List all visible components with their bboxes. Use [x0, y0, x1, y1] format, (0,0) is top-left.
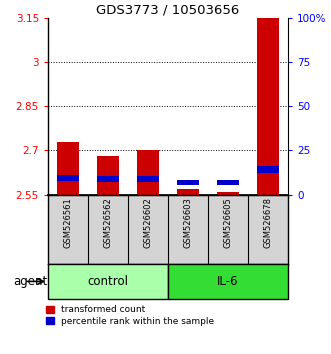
Legend: transformed count, percentile rank within the sample: transformed count, percentile rank withi… — [46, 306, 214, 326]
Bar — [177, 180, 199, 185]
Bar — [177, 189, 199, 195]
Bar — [257, 166, 279, 173]
Bar — [217, 192, 239, 195]
Bar — [57, 175, 79, 181]
Text: GSM526605: GSM526605 — [223, 197, 232, 247]
Bar — [48, 264, 168, 299]
Bar — [57, 142, 79, 195]
Bar — [97, 156, 119, 195]
Bar — [168, 264, 288, 299]
Title: GDS3773 / 10503656: GDS3773 / 10503656 — [96, 4, 240, 17]
Text: GSM526561: GSM526561 — [64, 197, 72, 247]
Text: GSM526678: GSM526678 — [263, 197, 272, 248]
Bar — [217, 180, 239, 185]
Text: agent: agent — [14, 275, 48, 288]
Bar — [97, 176, 119, 182]
Text: GSM526602: GSM526602 — [143, 197, 153, 247]
Text: GSM526603: GSM526603 — [183, 197, 193, 248]
Bar — [137, 150, 159, 195]
Text: IL-6: IL-6 — [217, 275, 239, 288]
Text: control: control — [87, 275, 128, 288]
Bar — [257, 18, 279, 195]
Text: GSM526562: GSM526562 — [104, 197, 113, 247]
Bar — [137, 176, 159, 182]
